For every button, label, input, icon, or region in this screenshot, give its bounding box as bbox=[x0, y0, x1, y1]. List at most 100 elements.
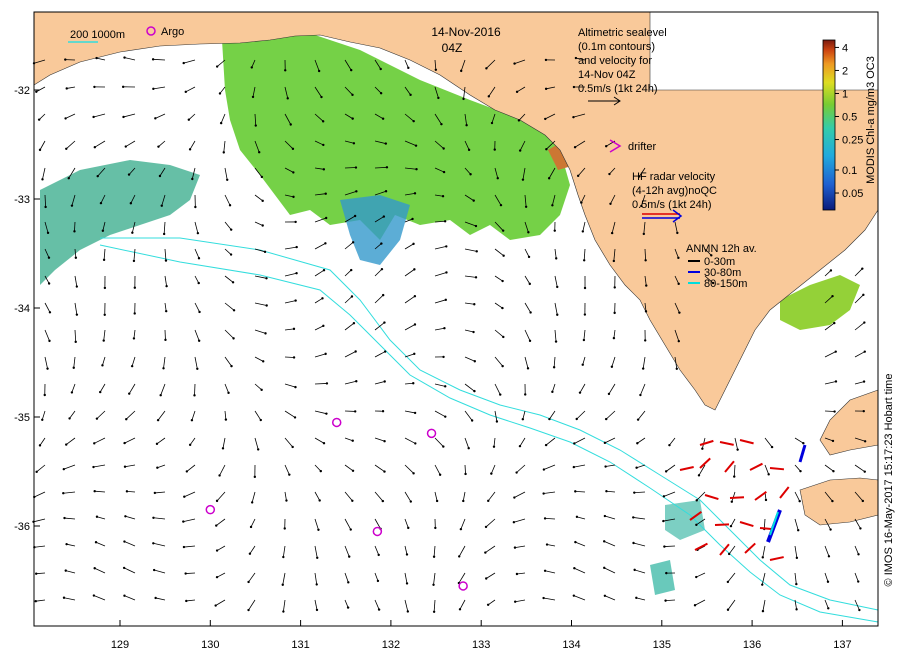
velocity-arrow bbox=[124, 57, 136, 61]
velocity-arrow bbox=[66, 140, 76, 150]
velocity-arrow-head bbox=[289, 123, 292, 126]
velocity-arrow-head bbox=[184, 572, 187, 575]
velocity-arrow bbox=[223, 140, 226, 153]
velocity-arrow-head bbox=[160, 204, 163, 207]
velocity-arrow-head bbox=[318, 499, 321, 502]
velocity-arrow bbox=[95, 541, 106, 547]
velocity-arrow-head bbox=[475, 250, 478, 253]
velocity-arrow bbox=[251, 491, 256, 503]
velocity-arrow bbox=[194, 302, 200, 313]
velocity-arrow bbox=[284, 437, 293, 448]
velocity-arrow bbox=[663, 491, 676, 497]
velocity-arrow-head bbox=[283, 527, 286, 530]
velocity-arrow bbox=[854, 351, 865, 358]
velocity-arrow bbox=[189, 140, 196, 150]
hf-radar-arrow bbox=[744, 542, 756, 554]
velocity-arrow-head bbox=[265, 277, 268, 280]
velocity-arrow-head bbox=[124, 515, 127, 518]
velocity-arrow bbox=[71, 194, 76, 206]
velocity-arrow bbox=[163, 356, 166, 369]
velocity-arrow bbox=[824, 351, 836, 358]
velocity-arrow-head bbox=[315, 583, 318, 586]
argo-legend-label: Argo bbox=[161, 26, 184, 38]
velocity-arrow bbox=[282, 599, 286, 612]
velocity-arrow bbox=[254, 113, 257, 126]
velocity-arrow bbox=[794, 545, 798, 558]
velocity-arrow bbox=[518, 113, 526, 121]
velocity-arrow-head bbox=[473, 389, 476, 393]
velocity-arrow-head bbox=[324, 216, 328, 220]
velocity-arrow bbox=[314, 572, 318, 585]
velocity-arrow bbox=[762, 599, 766, 612]
velocity-arrow bbox=[44, 248, 50, 258]
velocity-arrow bbox=[434, 194, 444, 197]
chlorophyll-layer bbox=[40, 30, 860, 595]
velocity-arrow bbox=[824, 599, 829, 609]
velocity-arrow bbox=[123, 113, 136, 118]
velocity-arrow bbox=[184, 491, 196, 498]
velocity-arrow-head bbox=[295, 245, 298, 249]
velocity-arrow bbox=[344, 190, 357, 196]
velocity-arrow-head bbox=[152, 516, 155, 519]
velocity-arrow-head bbox=[857, 553, 860, 556]
velocity-arrow bbox=[374, 491, 384, 502]
velocity-arrow bbox=[583, 248, 586, 261]
velocity-arrow bbox=[123, 567, 136, 574]
velocity-arrow-head bbox=[551, 390, 554, 394]
velocity-arrow-head bbox=[490, 472, 493, 475]
velocity-arrow-head bbox=[573, 442, 576, 445]
velocity-arrow bbox=[491, 113, 496, 124]
velocity-arrow bbox=[254, 383, 262, 391]
velocity-arrow bbox=[574, 567, 586, 574]
velocity-arrow bbox=[663, 518, 676, 522]
velocity-arrow bbox=[124, 464, 136, 468]
velocity-arrow-head bbox=[103, 286, 107, 290]
velocity-arrow bbox=[463, 86, 466, 99]
velocity-arrow-head bbox=[664, 470, 668, 473]
velocity-arrow bbox=[764, 437, 773, 448]
velocity-arrow-head bbox=[581, 363, 584, 366]
velocity-arrow-head bbox=[265, 304, 268, 307]
velocity-arrow-head bbox=[664, 599, 667, 602]
velocity-arrow bbox=[282, 572, 286, 585]
velocity-arrow bbox=[74, 275, 78, 287]
velocity-arrow-head bbox=[526, 367, 530, 370]
velocity-arrow bbox=[404, 295, 416, 304]
velocity-arrow bbox=[674, 248, 679, 258]
velocity-arrow-head bbox=[802, 441, 805, 445]
velocity-arrow-head bbox=[677, 282, 680, 286]
velocity-arrow-head bbox=[70, 391, 74, 394]
velocity-arrow-head bbox=[154, 596, 157, 600]
hf-legend-line-2: (4-12h avg)noQC bbox=[632, 185, 717, 197]
velocity-arrow-head bbox=[155, 442, 159, 446]
velocity-arrow-head bbox=[125, 490, 129, 493]
velocity-arrow-head bbox=[521, 418, 525, 421]
velocity-arrow-head bbox=[515, 572, 519, 576]
velocity-arrow bbox=[579, 383, 586, 393]
velocity-arrow-head bbox=[351, 469, 355, 472]
velocity-arrow bbox=[633, 542, 646, 547]
velocity-arrow-head bbox=[770, 445, 774, 449]
velocity-arrow bbox=[222, 437, 226, 449]
velocity-arrow bbox=[374, 464, 385, 472]
velocity-arrow bbox=[824, 545, 830, 557]
hf-radar-arrow bbox=[704, 494, 719, 501]
velocity-arrow-head bbox=[547, 177, 551, 180]
velocity-arrow-head bbox=[352, 142, 356, 145]
velocity-arrow bbox=[284, 491, 287, 501]
velocity-arrow-head bbox=[384, 190, 388, 193]
velocity-arrow-head bbox=[767, 473, 770, 476]
velocity-arrow-head bbox=[636, 442, 639, 445]
velocity-arrow bbox=[344, 599, 349, 608]
velocity-arrow-head bbox=[187, 118, 191, 121]
velocity-arrow bbox=[733, 464, 736, 477]
velocity-arrow bbox=[464, 410, 473, 421]
velocity-arrow bbox=[514, 491, 526, 498]
velocity-arrow-head bbox=[191, 177, 194, 181]
velocity-arrow bbox=[580, 194, 586, 203]
velocity-arrow-head bbox=[610, 231, 614, 235]
velocity-arrow bbox=[314, 167, 324, 170]
velocity-arrow-head bbox=[121, 85, 125, 89]
velocity-arrow-head bbox=[460, 69, 463, 73]
velocity-arrow bbox=[314, 383, 327, 385]
